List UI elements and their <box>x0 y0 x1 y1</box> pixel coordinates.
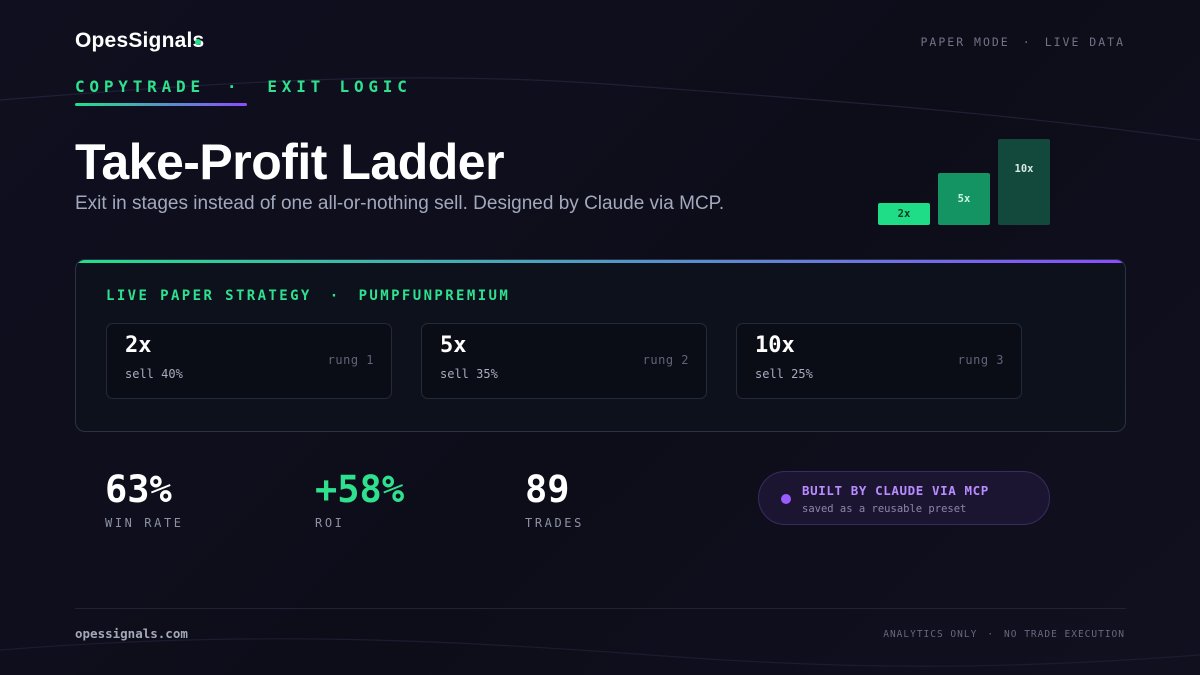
paper-mode-label: PAPER MODE <box>920 35 1010 49</box>
brand-logo[interactable]: OpesSignals <box>75 29 204 53</box>
ladder-bar-2x: 2x <box>878 203 930 225</box>
stat-value: 89 <box>525 468 570 511</box>
rung-number: rung 2 <box>642 353 689 367</box>
panel-label-strategy: LIVE PAPER STRATEGY <box>106 288 312 304</box>
rung-multiplier: 5x <box>440 333 467 358</box>
stat-label: WIN RATE <box>105 516 184 530</box>
ladder-bar-10x: 10x <box>998 139 1050 225</box>
no-trade-execution-label: NO TRADE EXECUTION <box>1004 629 1125 640</box>
stat-win-rate: 63% WIN RATE <box>105 468 184 531</box>
rung-number: rung 1 <box>327 353 374 367</box>
badge-subtitle: saved as a reusable preset <box>802 503 967 515</box>
panel-label-preset: PUMPFUNPREMIUM <box>358 288 511 304</box>
separator: · <box>987 629 995 640</box>
rung-sell-percent: sell 35% <box>440 367 498 381</box>
rung-multiplier: 10x <box>755 333 795 358</box>
separator: · <box>329 288 341 304</box>
rung-card-1[interactable]: 2x sell 40% rung 1 <box>106 323 392 399</box>
strategy-panel: LIVE PAPER STRATEGY · PUMPFUNPREMIUM 2x se… <box>75 259 1126 432</box>
stat-value: 63% <box>105 468 172 511</box>
separator: · <box>226 77 242 96</box>
rung-card-2[interactable]: 5x sell 35% rung 2 <box>421 323 707 399</box>
analytics-only-label: ANALYTICS ONLY <box>883 629 978 640</box>
panel-label: LIVE PAPER STRATEGY · PUMPFUNPREMIUM <box>106 288 510 304</box>
stat-label: ROI <box>315 516 345 530</box>
stat-label: TRADES <box>525 516 584 530</box>
section-tag-copytrade: COPYTRADE <box>75 77 205 96</box>
separator: · <box>1022 35 1032 49</box>
footer-divider <box>75 608 1126 609</box>
live-data-label: LIVE DATA <box>1044 35 1125 49</box>
ladder-bar-5x: 5x <box>938 173 990 225</box>
stat-roi: +58% ROI <box>315 468 405 531</box>
footer-disclaimer: ANALYTICS ONLY · NO TRADE EXECUTION <box>883 629 1125 640</box>
mode-indicator: PAPER MODE · LIVE DATA <box>921 35 1126 49</box>
page-subtitle: Exit in stages instead of one all-or-not… <box>75 193 725 214</box>
panel-accent-line <box>76 260 1125 263</box>
stat-value: +58% <box>315 468 405 511</box>
section-tag-underline <box>75 103 247 106</box>
section-tag: COPYTRADE · EXIT LOGIC <box>75 77 412 96</box>
section-tag-exit-logic: EXIT LOGIC <box>267 77 412 96</box>
brand-dot-icon <box>195 39 202 45</box>
rung-number: rung 3 <box>957 353 1004 367</box>
brand-name: OpesSignals <box>75 29 205 52</box>
rung-sell-percent: sell 25% <box>755 367 813 381</box>
badge-title: BUILT BY CLAUDE VIA MCP <box>802 483 989 498</box>
page-title: Take-Profit Ladder <box>75 134 505 190</box>
stat-trades: 89 TRADES <box>525 468 584 531</box>
footer-site-link[interactable]: opessignals.com <box>75 626 188 641</box>
built-by-badge[interactable]: BUILT BY CLAUDE VIA MCP saved as a reusa… <box>758 471 1050 525</box>
rung-card-3[interactable]: 10x sell 25% rung 3 <box>736 323 1022 399</box>
rung-sell-percent: sell 40% <box>125 367 183 381</box>
rung-multiplier: 2x <box>125 333 152 358</box>
status-dot-icon <box>781 494 791 504</box>
